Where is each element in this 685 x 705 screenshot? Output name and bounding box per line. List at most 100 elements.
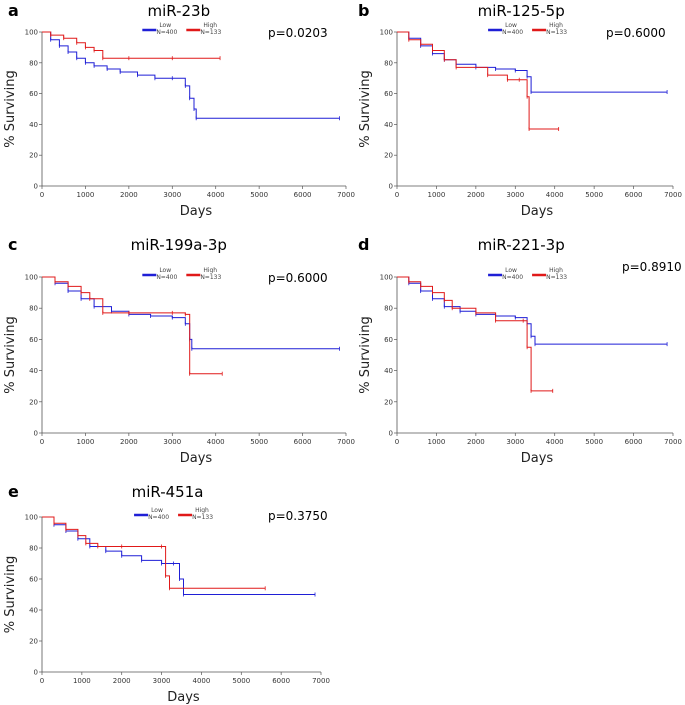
y-tick-label: 100	[380, 29, 393, 37]
x-tick-label: 3000	[506, 191, 524, 199]
legend-label: Low	[151, 507, 163, 514]
x-axis-label: Days	[167, 690, 200, 705]
y-tick-label: 60	[384, 90, 393, 98]
x-tick-label: 2000	[467, 438, 485, 446]
y-tick-label: 60	[29, 90, 38, 98]
panel-letter: e	[8, 482, 19, 501]
y-tick-label: 60	[29, 336, 38, 344]
panel-letter: c	[8, 235, 17, 254]
y-axis-label: % Surviving	[3, 70, 18, 147]
survival-curve-high	[42, 516, 266, 589]
y-axis-label: % Surviving	[3, 556, 18, 633]
legend-count: N=400	[502, 274, 523, 281]
x-tick-label: 6000	[294, 438, 312, 446]
y-axis-label: % Surviving	[358, 70, 373, 147]
y-tick-label: 40	[29, 607, 38, 615]
legend-label: High	[549, 22, 563, 29]
x-tick-label: 5000	[250, 191, 268, 199]
x-tick-label: 4000	[546, 191, 564, 199]
x-tick-label: 6000	[272, 677, 290, 685]
y-tick-label: 100	[25, 274, 38, 282]
x-axis-label: Days	[180, 204, 213, 219]
legend-label: Low	[159, 22, 171, 29]
legend-count: N=400	[156, 29, 177, 36]
legend-count: N=400	[148, 514, 169, 521]
x-tick-label: 6000	[294, 191, 312, 199]
y-tick-label: 60	[29, 576, 38, 584]
x-tick-label: 1000	[428, 191, 446, 199]
x-tick-label: 2000	[120, 438, 138, 446]
survival-curve-low	[397, 276, 668, 345]
y-tick-label: 80	[29, 545, 38, 553]
x-tick-label: 3000	[163, 438, 181, 446]
x-tick-label: 1000	[77, 438, 95, 446]
y-tick-label: 80	[384, 59, 393, 67]
y-tick-label: 20	[29, 638, 38, 646]
x-tick-label: 2000	[113, 677, 131, 685]
x-axis-label: Days	[521, 451, 554, 466]
legend-label: Low	[505, 267, 517, 274]
legend-label: High	[549, 267, 563, 274]
x-tick-label: 3000	[163, 191, 181, 199]
y-tick-label: 100	[380, 274, 393, 282]
y-tick-label: 80	[384, 305, 393, 313]
chart-title: miR-23b	[147, 2, 210, 20]
x-tick-label: 1000	[77, 191, 95, 199]
legend-count: N=133	[200, 29, 221, 36]
legend-label: Low	[159, 267, 171, 274]
y-tick-label: 20	[29, 152, 38, 160]
panel-letter: d	[358, 235, 369, 254]
chart-title: miR-125-5p	[478, 2, 565, 20]
y-tick-label: 100	[25, 29, 38, 37]
x-tick-label: 4000	[193, 677, 211, 685]
y-tick-label: 40	[384, 121, 393, 129]
survival-curve-low	[42, 276, 340, 350]
chart-title: miR-451a	[132, 483, 204, 501]
y-tick-label: 40	[29, 367, 38, 375]
x-tick-label: 3000	[506, 438, 524, 446]
x-tick-label: 3000	[153, 677, 171, 685]
x-tick-label: 1000	[73, 677, 91, 685]
x-tick-label: 4000	[207, 191, 225, 199]
y-tick-label: 40	[29, 121, 38, 129]
p-value: p=0.0203	[268, 26, 328, 40]
y-tick-label: 0	[34, 669, 38, 677]
x-tick-label: 7000	[664, 191, 682, 199]
y-tick-label: 20	[384, 152, 393, 160]
x-tick-label: 2000	[467, 191, 485, 199]
x-tick-label: 0	[40, 677, 44, 685]
y-tick-label: 20	[29, 398, 38, 406]
x-tick-label: 4000	[546, 438, 564, 446]
legend-count: N=400	[156, 274, 177, 281]
legend-count: N=133	[546, 29, 567, 36]
y-tick-label: 0	[34, 183, 38, 191]
x-tick-label: 0	[395, 191, 399, 199]
y-tick-label: 20	[384, 398, 393, 406]
p-value: p=0.8910	[622, 260, 682, 274]
legend-count: N=133	[200, 274, 221, 281]
y-axis-label: % Surviving	[3, 316, 18, 393]
x-tick-label: 7000	[337, 191, 355, 199]
chart-title: miR-199a-3p	[131, 236, 227, 254]
survival-curve-high	[42, 276, 223, 375]
x-tick-label: 5000	[250, 438, 268, 446]
y-tick-label: 0	[34, 430, 38, 438]
legend-count: N=133	[192, 514, 213, 521]
y-tick-label: 100	[25, 514, 38, 522]
p-value: p=0.3750	[268, 509, 328, 523]
chart-title: miR-221-3p	[478, 236, 565, 254]
x-tick-label: 0	[395, 438, 399, 446]
x-tick-label: 5000	[232, 677, 250, 685]
x-tick-label: 6000	[625, 191, 643, 199]
x-tick-label: 7000	[337, 438, 355, 446]
x-axis-label: Days	[180, 451, 213, 466]
x-axis-label: Days	[521, 204, 554, 219]
legend-label: High	[203, 22, 217, 29]
survival-curve-low	[42, 31, 340, 119]
